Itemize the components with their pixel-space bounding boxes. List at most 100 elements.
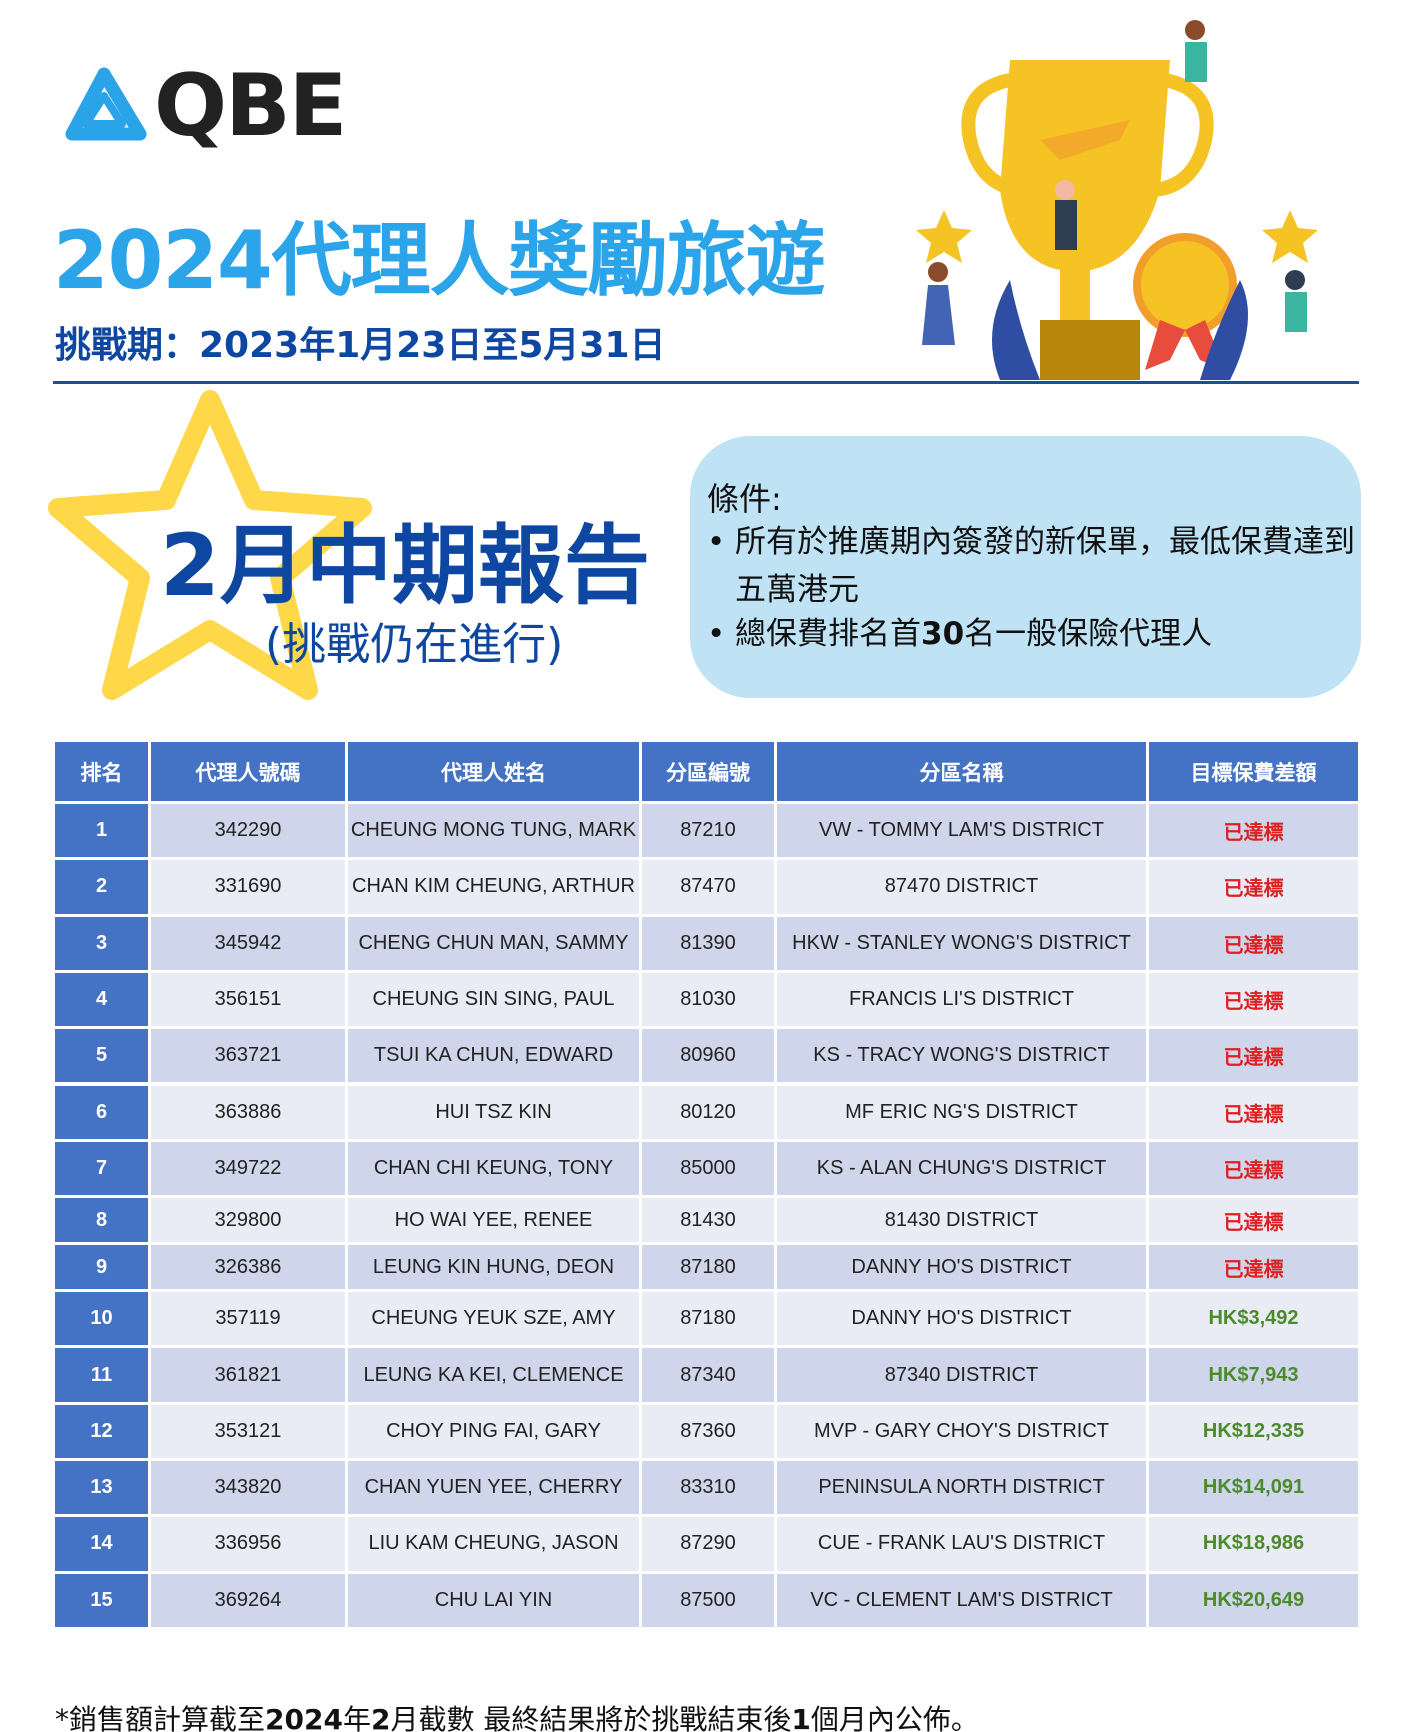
rank-cell: 7 — [55, 1141, 151, 1199]
table-cell: 85000 — [642, 1141, 777, 1199]
rank-cell: 12 — [55, 1404, 151, 1461]
header-cell: 代理人姓名 — [348, 742, 642, 804]
rank-cell: 3 — [55, 916, 151, 973]
condition-text: 所有於推廣期內簽發的新保單，最低保費達到五萬港元 — [735, 524, 1355, 608]
table-cell: HKW - STANLEY WONG'S DISTRICT — [777, 916, 1149, 973]
table-cell: HUI TSZ KIN — [348, 1085, 642, 1142]
title: 2024代理人獎勵旅遊 — [53, 214, 826, 307]
table-cell: 已達標 — [1149, 1085, 1361, 1142]
table-cell: 363886 — [151, 1085, 348, 1142]
condition-item: 總保費排名首30名一般保險代理人 — [707, 610, 1360, 658]
table-cell: 87340 DISTRICT — [777, 1348, 1149, 1405]
rank-cell: 1 — [55, 804, 151, 861]
table-cell: LEUNG KA KEI, CLEMENCE — [348, 1348, 642, 1405]
rank-cell: 11 — [55, 1348, 151, 1405]
table-cell: 87180 — [642, 1245, 777, 1293]
table-cell: CHEUNG YEUK SZE, AMY — [348, 1292, 642, 1349]
condition-text: 總保費排名首 — [735, 616, 921, 652]
table-cell: CHAN YUEN YEE, CHERRY — [348, 1461, 642, 1518]
table-cell: 87360 — [642, 1404, 777, 1461]
table-cell: CHAN CHI KEUNG, TONY — [348, 1141, 642, 1199]
period: 挑戰期：2023年1月23日至5月31日 — [55, 325, 666, 366]
header-cell: 分區名稱 — [777, 742, 1149, 804]
table-cell: HO WAI YEE, RENEE — [348, 1198, 642, 1246]
table-cell: KS - ALAN CHUNG'S DISTRICT — [777, 1141, 1149, 1199]
table-cell: 343820 — [151, 1461, 348, 1518]
table-cell: 349722 — [151, 1141, 348, 1199]
table-cell: 363721 — [151, 1029, 348, 1086]
rank-cell: 15 — [55, 1573, 151, 1630]
header-cell: 代理人號碼 — [151, 742, 348, 804]
condition-text: 30 — [921, 616, 965, 652]
table-cell: 326386 — [151, 1245, 348, 1293]
table-cell: HK$3,492 — [1149, 1292, 1361, 1349]
footnote: *銷售額計算截至2024年2月截數 最終結果將於挑戰結束後1個月內公佈。 — [55, 1698, 979, 1732]
conditions-label: 條件: — [707, 480, 782, 518]
table-cell: 87470 DISTRICT — [777, 860, 1149, 917]
table-cell: 369264 — [151, 1573, 348, 1630]
table-cell: 已達標 — [1149, 804, 1361, 861]
rank-cell: 10 — [55, 1292, 151, 1349]
table-cell: HK$18,986 — [1149, 1517, 1361, 1574]
table-cell: 81030 — [642, 972, 777, 1030]
condition-text: 名一般保險代理人 — [964, 616, 1213, 652]
rank-cell: 4 — [55, 972, 151, 1030]
table-cell: 336956 — [151, 1517, 348, 1574]
table-cell: 已達標 — [1149, 916, 1361, 973]
table-cell: 361821 — [151, 1348, 348, 1405]
header-cell: 排名 — [55, 742, 151, 804]
table-cell: 80120 — [642, 1085, 777, 1142]
table-cell: MVP - GARY CHOY'S DISTRICT — [777, 1404, 1149, 1461]
rank-cell: 14 — [55, 1517, 151, 1574]
footnote-text: 2024 — [265, 1703, 343, 1732]
logo: QBE — [154, 56, 347, 156]
footnote-text: 月截數 最終結果將於挑戰結束後 — [390, 1703, 792, 1732]
table-cell: 已達標 — [1149, 1198, 1361, 1246]
table-cell: 353121 — [151, 1404, 348, 1461]
table-cell: FRANCIS LI'S DISTRICT — [777, 972, 1149, 1030]
rank-cell: 2 — [55, 860, 151, 917]
report-subtitle: (挑戰仍在進行) — [265, 619, 564, 670]
table-cell: DANNY HO'S DISTRICT — [777, 1292, 1149, 1349]
divider — [53, 381, 1359, 384]
table-cell: 329800 — [151, 1198, 348, 1246]
condition-item: 所有於推廣期內簽發的新保單，最低保費達到五萬港元 — [707, 518, 1360, 614]
table-cell: HK$7,943 — [1149, 1348, 1361, 1405]
table-cell: HK$20,649 — [1149, 1573, 1361, 1630]
table-cell: CUE - FRANK LAU'S DISTRICT — [777, 1517, 1149, 1574]
table-cell: PENINSULA NORTH DISTRICT — [777, 1461, 1149, 1518]
table-cell: 已達標 — [1149, 1029, 1361, 1086]
table-cell: 已達標 — [1149, 860, 1361, 917]
table-cell: 87500 — [642, 1573, 777, 1630]
table-cell: 357119 — [151, 1292, 348, 1349]
table-cell: HK$12,335 — [1149, 1404, 1361, 1461]
table-cell: 331690 — [151, 860, 348, 917]
table-cell: 80960 — [642, 1029, 777, 1086]
table-cell: 81430 DISTRICT — [777, 1198, 1149, 1246]
table-cell: 87180 — [642, 1292, 777, 1349]
table-cell: 87340 — [642, 1348, 777, 1405]
table-cell: CHAN KIM CHEUNG, ARTHUR — [348, 860, 642, 917]
table-cell: LIU KAM CHEUNG, JASON — [348, 1517, 642, 1574]
table-cell: KS - TRACY WONG'S DISTRICT — [777, 1029, 1149, 1086]
table-cell: 已達標 — [1149, 1245, 1361, 1293]
table-cell: 87210 — [642, 804, 777, 861]
table-cell: 83310 — [642, 1461, 777, 1518]
table-cell: DANNY HO'S DISTRICT — [777, 1245, 1149, 1293]
table-cell: CHOY PING FAI, GARY — [348, 1404, 642, 1461]
table-cell: 已達標 — [1149, 972, 1361, 1030]
footnote-text: *銷售額計算截至 — [55, 1703, 266, 1732]
footnote-text: 年 — [342, 1703, 371, 1732]
table-cell: CHENG CHUN MAN, SAMMY — [348, 916, 642, 973]
table-cell: HK$14,091 — [1149, 1461, 1361, 1518]
table-cell: 81390 — [642, 916, 777, 973]
header-cell: 目標保費差額 — [1149, 742, 1361, 804]
table-cell: 342290 — [151, 804, 348, 861]
table-cell: CHEUNG SIN SING, PAUL — [348, 972, 642, 1030]
rank-cell: 13 — [55, 1461, 151, 1518]
rank-cell: 6 — [55, 1085, 151, 1142]
rank-cell: 9 — [55, 1245, 151, 1293]
table-cell: VC - CLEMENT LAM'S DISTRICT — [777, 1573, 1149, 1630]
